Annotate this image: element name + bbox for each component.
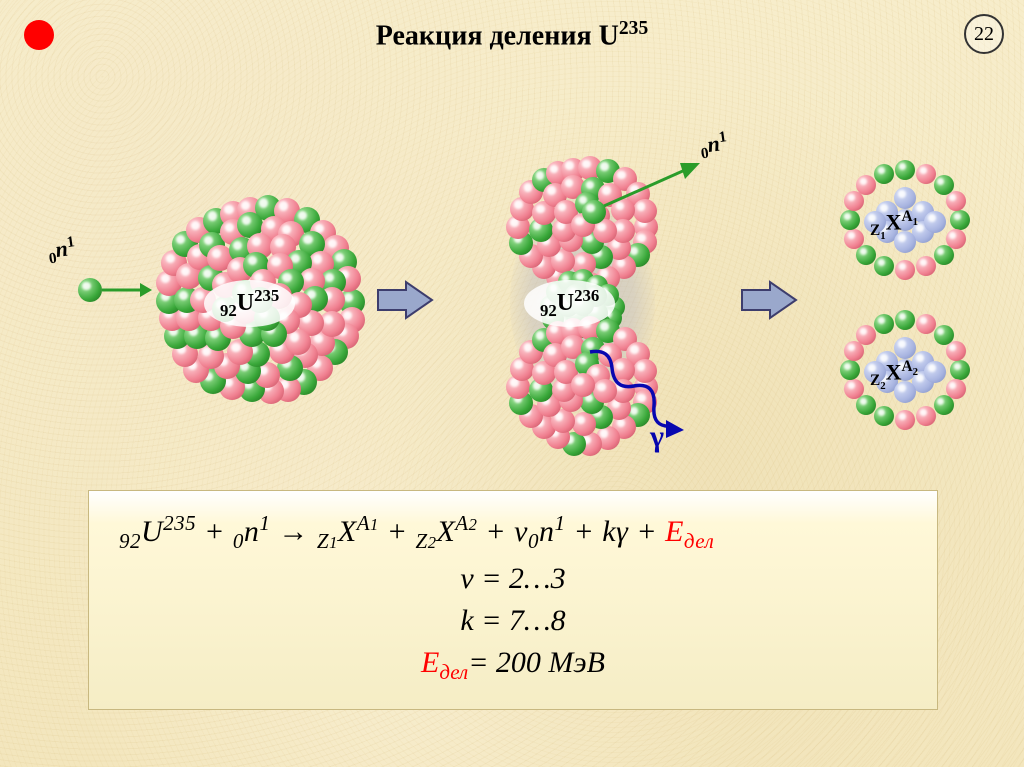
fission-diagram: 0n1 92U235 92U236 0n1 γ [0, 80, 1024, 440]
equation-line-1: 92U235 + 0n1 → Z1XA1 + Z2XA2 + ν0n1 + kγ… [119, 511, 907, 554]
neutron-out-label: 0n1 [698, 128, 730, 163]
fragment-2-label: Z2XA2 [870, 358, 918, 392]
u236-label: 92U236 [524, 280, 615, 327]
page-title: Реакция деления U235 [0, 18, 1024, 52]
page-number-text: 22 [974, 23, 994, 46]
block-arrow-2-icon [740, 280, 800, 320]
incoming-neutron-icon [78, 278, 102, 302]
neutron-in-label: 0n1 [46, 233, 78, 268]
e-prefix: E [421, 646, 439, 679]
gamma-label: γ [650, 420, 664, 454]
u235-label: 92U235 [204, 280, 295, 327]
gamma-arrow-icon [560, 340, 700, 450]
block-arrow-1-icon [376, 280, 436, 320]
equation-box: 92U235 + 0n1 → Z1XA1 + Z2XA2 + ν0n1 + kγ… [88, 490, 938, 710]
title-text: Реакция деления U [376, 20, 619, 51]
equation-nu: ν = 2…3 [119, 562, 907, 596]
equation-k: k = 7…8 [119, 604, 907, 638]
equation-e: Eдел= 200 МэВ [119, 646, 907, 685]
outgoing-neutron-icon [582, 200, 606, 224]
e-value: = 200 МэВ [468, 646, 605, 679]
page-number-badge: 22 [964, 14, 1004, 54]
e-sub: дел [439, 660, 468, 684]
title-sup: 235 [619, 18, 648, 39]
fragment-1-label: Z1XA1 [870, 208, 918, 242]
neutron-in-arrow-icon [100, 278, 154, 302]
